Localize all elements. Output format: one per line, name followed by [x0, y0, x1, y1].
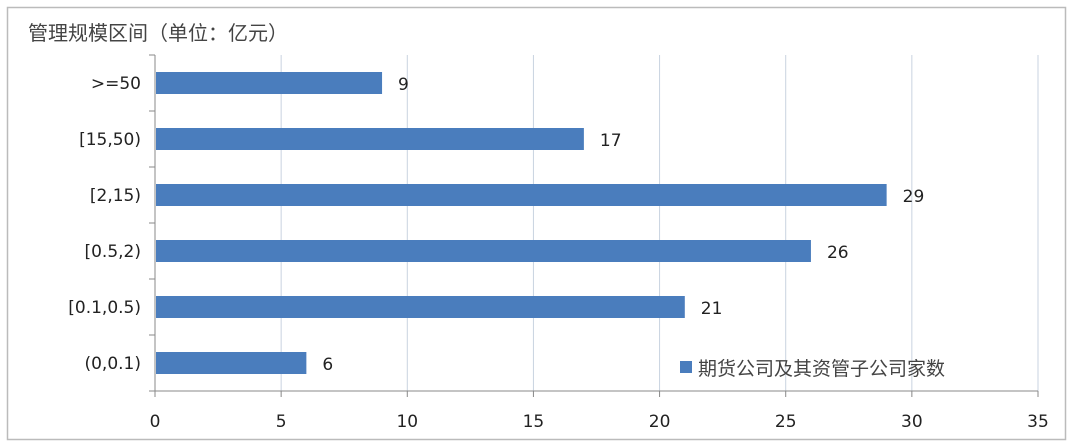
- legend-label: 期货公司及其资管子公司家数: [698, 358, 945, 380]
- x-tick-label: 15: [523, 412, 545, 432]
- category-label: [0.5,2): [84, 242, 141, 262]
- chart-title: 管理规模区间（单位：亿元）: [28, 21, 288, 45]
- category-label: [2,15): [90, 186, 141, 206]
- bar: [156, 240, 811, 262]
- data-label: 21: [701, 299, 723, 319]
- x-tick-label: 20: [649, 412, 671, 432]
- x-tick-label: 10: [396, 412, 418, 432]
- x-tick-label: 25: [775, 412, 797, 432]
- data-label: 26: [827, 243, 849, 263]
- bar: [156, 184, 887, 206]
- x-tick-label: 5: [276, 412, 287, 432]
- legend: 期货公司及其资管子公司家数: [680, 358, 945, 380]
- x-tick-label: 30: [901, 412, 923, 432]
- category-label: >=50: [91, 74, 141, 94]
- bar: [156, 72, 383, 94]
- data-label: 9: [398, 75, 409, 95]
- data-label: 29: [903, 187, 925, 207]
- legend-swatch: [680, 361, 692, 373]
- data-label: 17: [600, 131, 622, 151]
- data-label: 6: [322, 355, 333, 375]
- x-tick-label: 35: [1027, 412, 1049, 432]
- category-label: [0.1,0.5): [68, 298, 141, 318]
- bar: [156, 296, 685, 318]
- x-tick-label: 0: [150, 412, 161, 432]
- bar: [156, 352, 307, 374]
- category-label: [15,50): [79, 130, 141, 150]
- category-label: (0,0.1): [84, 354, 141, 374]
- bar: [156, 128, 584, 150]
